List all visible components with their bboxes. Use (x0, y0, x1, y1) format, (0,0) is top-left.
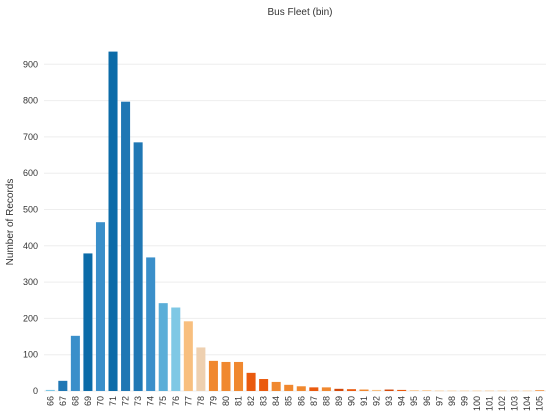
x-tick-label: 67 (58, 396, 68, 406)
x-tick-label: 69 (83, 396, 93, 406)
x-axis-ticks: 66 67 68 69 70 71 72 73 74 75 76 77 78 79 80 81 82 83 84 85… (45, 396, 544, 411)
x-tick-label: 78 (196, 396, 206, 406)
bar-68 (70, 335, 80, 391)
x-tick-label: 103 (510, 396, 520, 411)
x-tick-label: 91 (359, 396, 369, 406)
x-tick-label: 82 (246, 396, 256, 406)
y-tick-label: 500 (23, 205, 38, 215)
bar-91 (359, 389, 369, 391)
bar-78 (196, 347, 206, 391)
bar-67 (58, 380, 68, 391)
bar-81 (234, 361, 244, 391)
y-tick-label: 300 (23, 277, 38, 287)
bar-93 (384, 389, 394, 391)
bar-83 (259, 379, 269, 391)
y-tick-label: 400 (23, 241, 38, 251)
x-tick-label: 96 (422, 396, 432, 406)
bars (45, 51, 545, 392)
x-tick-label: 87 (309, 396, 319, 406)
bar-69 (83, 253, 93, 391)
bar-94 (397, 389, 407, 391)
bar-76 (171, 307, 181, 391)
bar-85 (284, 384, 294, 391)
bar-102 (497, 390, 507, 392)
bar-99 (459, 390, 469, 392)
x-tick-label: 97 (434, 396, 444, 406)
x-tick-label: 75 (158, 396, 168, 406)
x-tick-label: 101 (485, 396, 495, 411)
bar-97 (434, 390, 444, 392)
x-tick-label: 68 (70, 396, 80, 406)
x-tick-label: 100 (472, 396, 482, 411)
bar-80 (221, 361, 231, 391)
bar-86 (296, 386, 306, 391)
bar-92 (372, 389, 382, 391)
gridlines (44, 63, 546, 392)
chart-title: Bus Fleet (bin) (267, 7, 332, 18)
bar-72 (121, 101, 131, 392)
bar-101 (485, 390, 495, 392)
x-tick-label: 93 (384, 396, 394, 406)
bar-70 (95, 222, 105, 391)
x-tick-label: 86 (296, 396, 306, 406)
bar-66 (45, 389, 55, 391)
bar-95 (409, 390, 419, 391)
bar-71 (108, 51, 118, 391)
x-tick-label: 84 (271, 396, 281, 406)
y-axis-label: Number of Records (5, 179, 16, 266)
x-tick-label: 79 (208, 396, 218, 406)
x-tick-label: 92 (372, 396, 382, 406)
x-tick-label: 98 (447, 396, 457, 406)
x-tick-label: 105 (535, 396, 545, 411)
bar-90 (346, 389, 356, 391)
x-tick-label: 94 (397, 396, 407, 406)
bar-88 (321, 387, 331, 391)
bar-79 (208, 360, 218, 391)
x-tick-label: 71 (108, 396, 118, 406)
x-tick-label: 73 (133, 396, 143, 406)
x-tick-label: 76 (171, 396, 181, 406)
x-tick-label: 104 (522, 396, 532, 411)
x-tick-label: 66 (45, 396, 55, 406)
y-tick-label: 700 (23, 132, 38, 142)
bar-96 (422, 390, 432, 391)
bar-77 (183, 321, 193, 391)
y-tick-label: 200 (23, 313, 38, 323)
x-tick-label: 102 (497, 396, 507, 411)
x-tick-label: 88 (321, 396, 331, 406)
x-tick-label: 90 (346, 396, 356, 406)
y-tick-label: 600 (23, 168, 38, 178)
x-tick-label: 83 (259, 396, 269, 406)
x-tick-label: 95 (409, 396, 419, 406)
x-tick-label: 77 (183, 396, 193, 406)
bar-89 (334, 388, 344, 391)
x-tick-label: 99 (459, 396, 469, 406)
bar-104 (522, 390, 532, 392)
x-tick-label: 89 (334, 396, 344, 406)
bar-98 (447, 390, 457, 392)
x-tick-label: 74 (146, 396, 156, 406)
bar-100 (472, 390, 482, 392)
bar-103 (510, 390, 520, 392)
x-tick-label: 85 (284, 396, 294, 406)
x-tick-label: 72 (121, 396, 131, 406)
y-tick-label: 900 (23, 59, 38, 69)
y-axis-ticks: 0 100 200 300 400 500 600 700 800 900 (23, 59, 38, 396)
bar-82 (246, 372, 256, 391)
x-tick-label: 80 (221, 396, 231, 406)
bar-73 (133, 142, 143, 391)
x-tick-label: 70 (95, 396, 105, 406)
y-tick-label: 100 (23, 350, 38, 360)
bar-87 (309, 387, 319, 391)
y-tick-label: 0 (33, 386, 38, 396)
y-tick-label: 800 (23, 96, 38, 106)
x-tick-label: 81 (234, 396, 244, 406)
bar-84 (271, 381, 281, 391)
bar-74 (146, 257, 156, 391)
bar-105 (535, 390, 545, 391)
bar-75 (158, 303, 168, 391)
